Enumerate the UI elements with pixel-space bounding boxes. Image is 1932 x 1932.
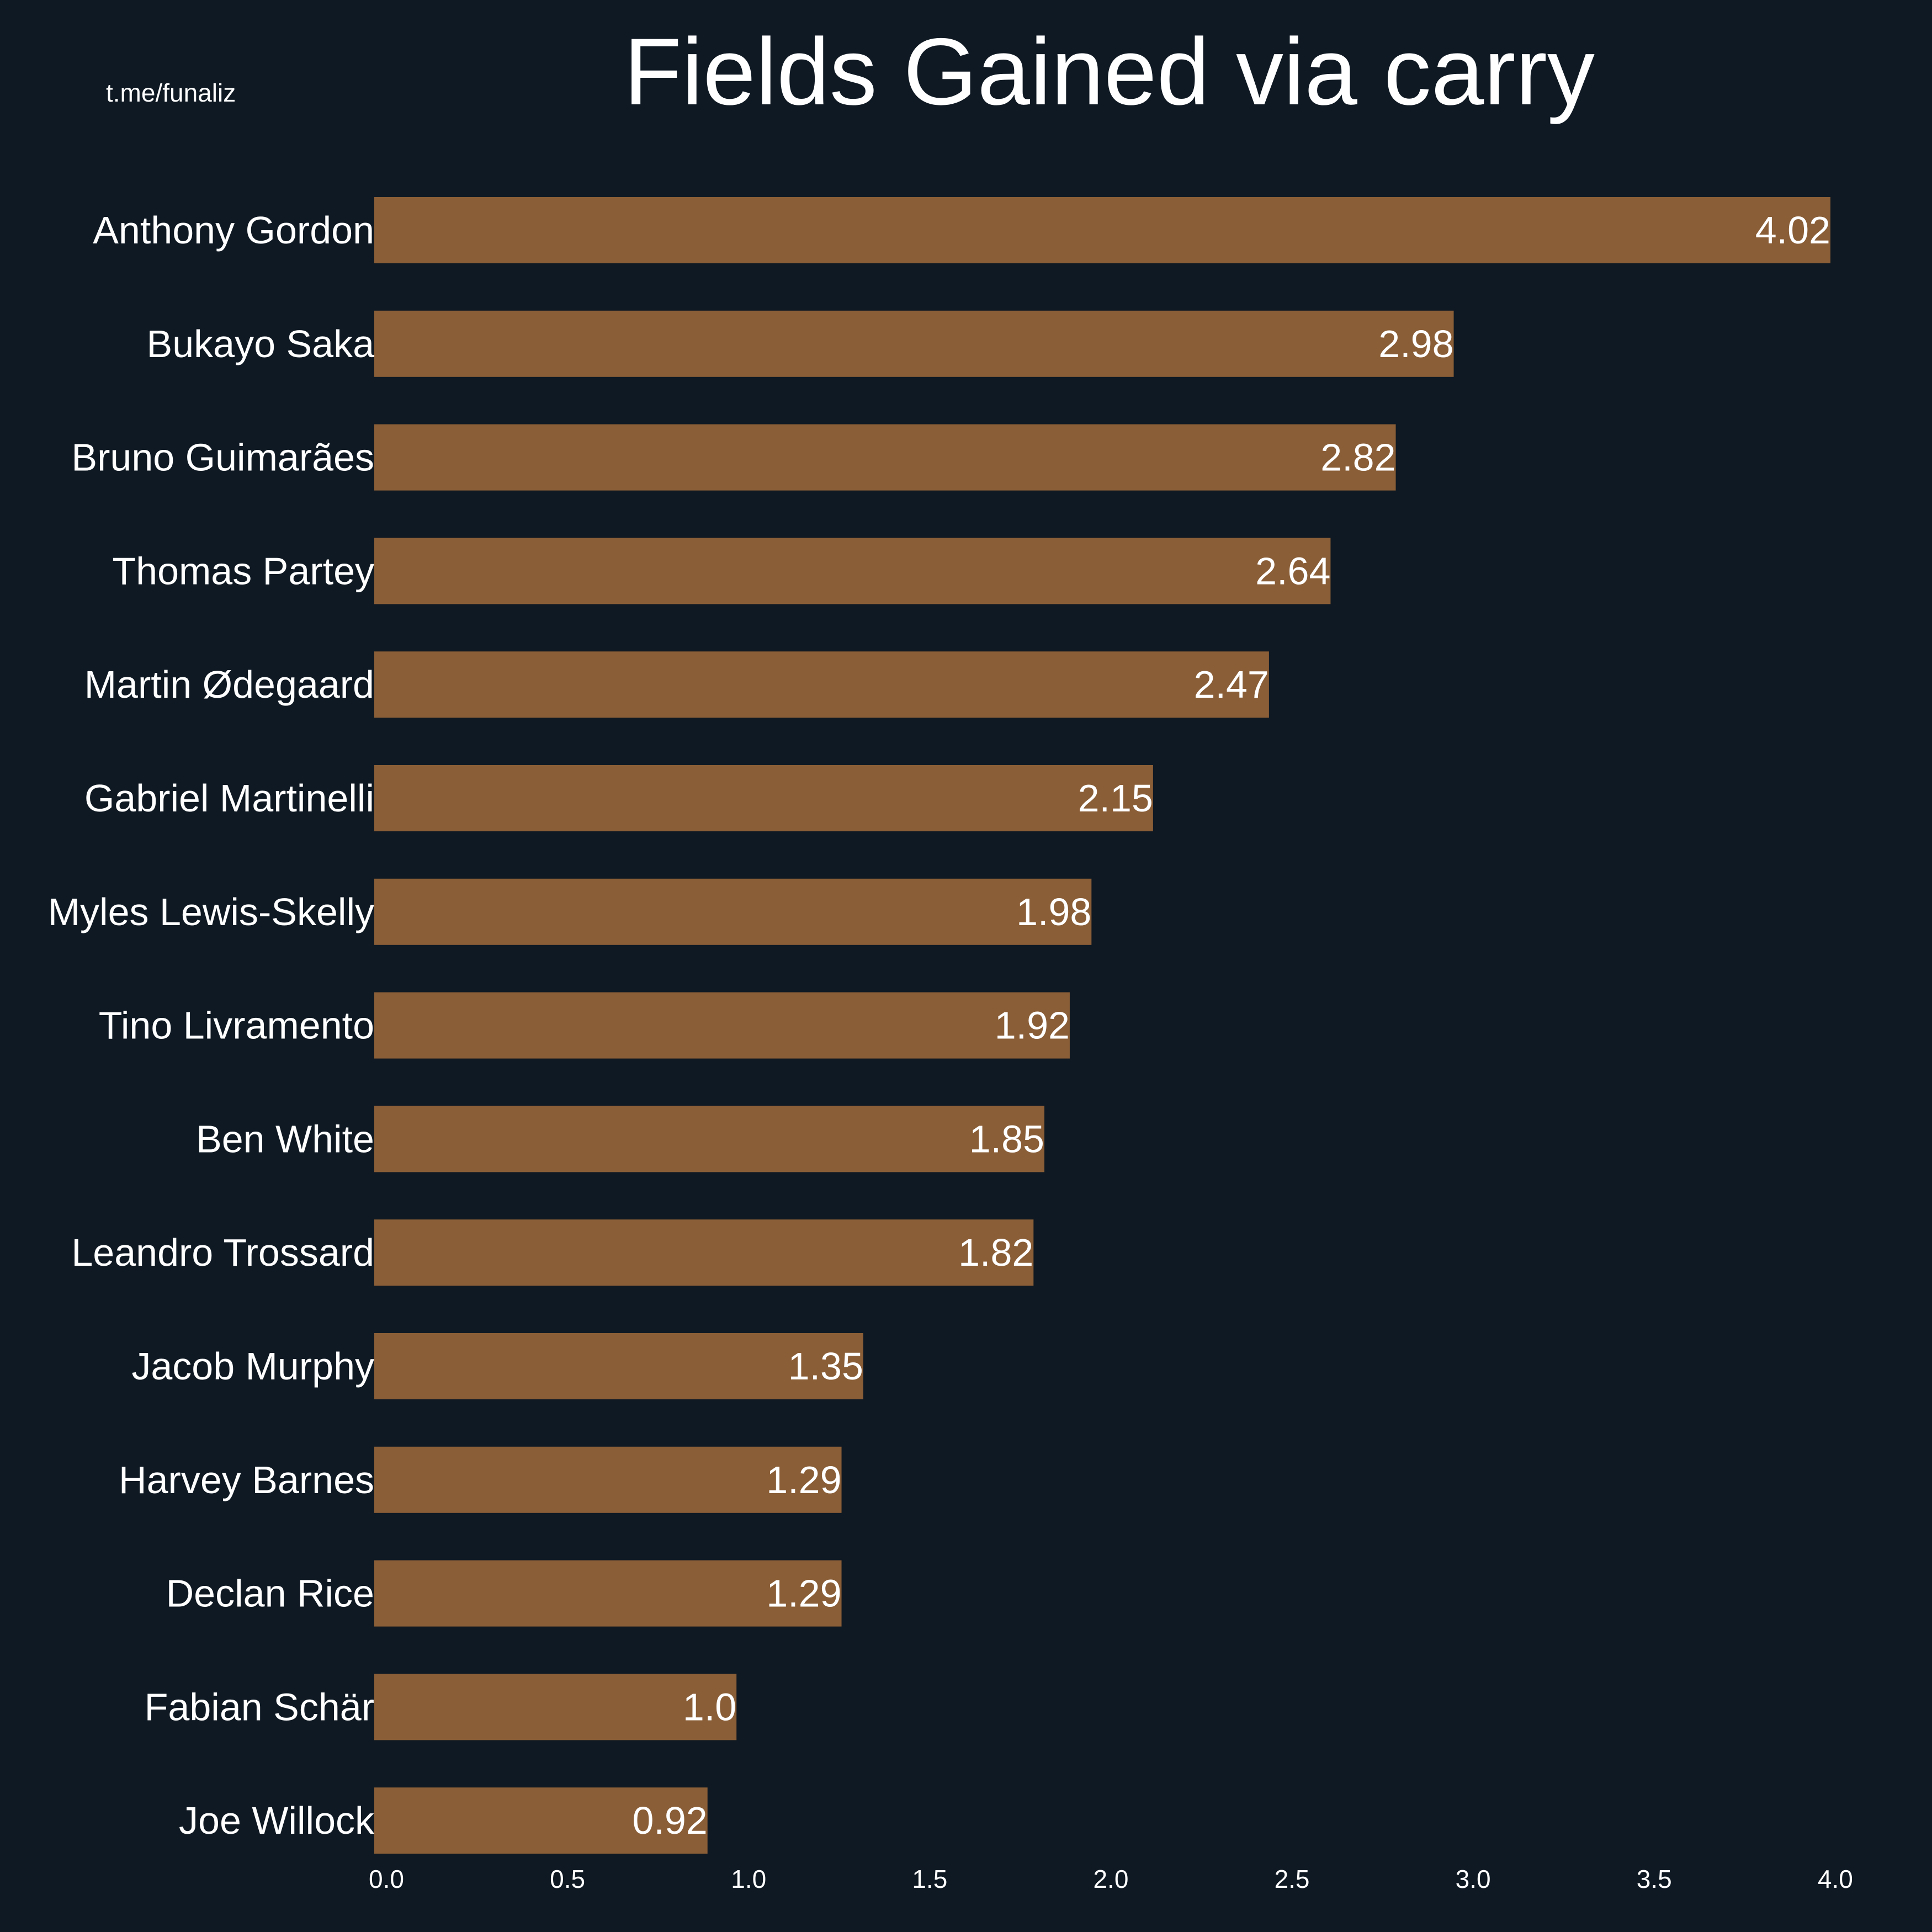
value-label: 1.29	[766, 1458, 841, 1501]
x-tick-label: 0.5	[550, 1865, 585, 1893]
bar	[374, 310, 1454, 377]
bar	[374, 538, 1331, 604]
bar	[374, 878, 1092, 945]
value-label: 1.35	[788, 1345, 863, 1388]
bar	[374, 1787, 708, 1854]
category-label: Tino Livramento	[99, 1004, 374, 1047]
bar	[374, 1219, 1034, 1286]
category-label: Myles Lewis-Skelly	[48, 890, 374, 933]
bar	[374, 1333, 863, 1399]
category-label: Jacob Murphy	[131, 1345, 374, 1388]
bar	[374, 424, 1396, 491]
bar	[374, 197, 1830, 263]
x-tick-label: 4.0	[1818, 1865, 1853, 1893]
value-label: 1.29	[766, 1572, 841, 1615]
value-label: 2.64	[1255, 549, 1330, 592]
category-label: Declan Rice	[166, 1572, 374, 1615]
value-label: 1.85	[969, 1117, 1044, 1160]
x-axis-ticks-group: 0.0 0.5 1.0 1.5 2.0 2.5 3.0 3.5 4.0	[369, 1865, 1853, 1893]
category-label: Bruno Guimarães	[71, 436, 374, 479]
bar	[374, 1446, 842, 1513]
bar	[374, 651, 1269, 718]
x-tick-label: 1.0	[731, 1865, 766, 1893]
x-tick-label: 3.0	[1456, 1865, 1491, 1893]
value-label: 1.82	[958, 1231, 1033, 1274]
bar	[374, 992, 1070, 1059]
value-labels-group: 4.02 2.98 2.82 2.64 2.47 2.15 1.98 1.92 1.85 1.82…	[632, 209, 1830, 1842]
category-label: Fabian Schär	[145, 1685, 374, 1728]
chart-title: Fields Gained via carry	[624, 19, 1595, 125]
category-label: Anthony Gordon	[93, 209, 374, 252]
value-label: 2.15	[1078, 777, 1153, 820]
value-label: 2.47	[1194, 663, 1269, 706]
category-label: Harvey Barnes	[119, 1458, 374, 1501]
bar	[374, 1674, 737, 1740]
value-label: 1.98	[1016, 890, 1091, 933]
category-label: Martin Ødegaard	[84, 663, 374, 706]
category-label: Thomas Partey	[112, 549, 374, 592]
category-label: Leandro Trossard	[71, 1231, 374, 1274]
bar	[374, 1560, 842, 1627]
bar	[374, 765, 1153, 831]
bar	[374, 1106, 1045, 1172]
x-tick-label: 2.5	[1275, 1865, 1310, 1893]
value-label: 4.02	[1755, 209, 1830, 252]
x-tick-label: 1.5	[912, 1865, 947, 1893]
value-label: 0.92	[632, 1799, 707, 1842]
category-label: Joe Willock	[179, 1799, 375, 1842]
watermark: t.me/funaliz	[106, 78, 236, 107]
category-labels-group: Anthony Gordon Bukayo Saka Bruno Guimarães…	[48, 209, 375, 1842]
category-label: Gabriel Martinelli	[84, 777, 374, 820]
x-tick-label: 2.0	[1093, 1865, 1128, 1893]
category-label: Bukayo Saka	[147, 322, 375, 365]
x-tick-label: 0.0	[369, 1865, 404, 1893]
value-label: 2.82	[1320, 436, 1395, 479]
value-label: 2.98	[1378, 322, 1453, 365]
bars-group	[374, 197, 1830, 1854]
x-tick-label: 3.5	[1637, 1865, 1672, 1893]
category-label: Ben White	[196, 1117, 374, 1160]
value-label: 1.0	[683, 1685, 736, 1728]
value-label: 1.92	[995, 1004, 1070, 1047]
